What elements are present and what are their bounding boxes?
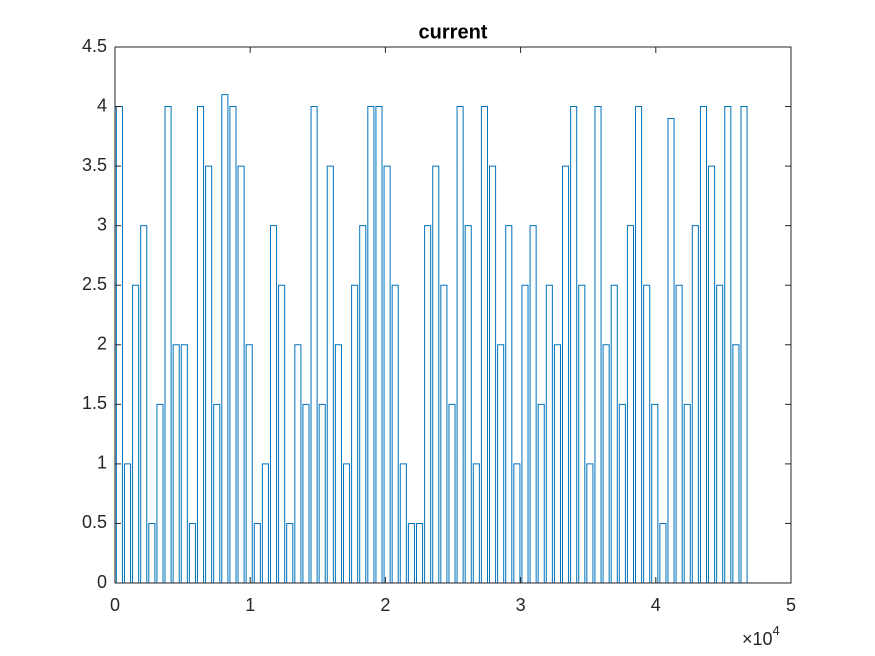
x-tick-label: 0 xyxy=(110,595,120,615)
y-tick-label: 3.5 xyxy=(82,155,107,175)
x-tick-label: 5 xyxy=(786,595,796,615)
y-tick-label: 1 xyxy=(97,453,107,473)
data-line xyxy=(115,94,748,584)
y-tick-label: 0 xyxy=(97,572,107,592)
x-tick-label: 1 xyxy=(245,595,255,615)
chart-title: current xyxy=(419,21,488,43)
axes-box xyxy=(114,46,792,584)
y-tick-label: 3 xyxy=(97,214,107,234)
y-tick-label: 1.5 xyxy=(82,393,107,413)
x-tick-label: 4 xyxy=(651,595,661,615)
x-exponent-base: ×10 xyxy=(742,629,773,649)
y-tick-label: 4 xyxy=(97,95,107,115)
y-tick-label: 2.5 xyxy=(82,274,107,294)
y-tick-label: 4.5 xyxy=(82,36,107,56)
x-tick-label: 2 xyxy=(380,595,390,615)
y-tick-label: 2 xyxy=(97,334,107,354)
x-exponent: ×104 xyxy=(742,623,780,648)
y-tick-label: 0.5 xyxy=(82,512,107,532)
x-tick-label: 3 xyxy=(516,595,526,615)
x-exponent-power: 4 xyxy=(773,623,780,638)
